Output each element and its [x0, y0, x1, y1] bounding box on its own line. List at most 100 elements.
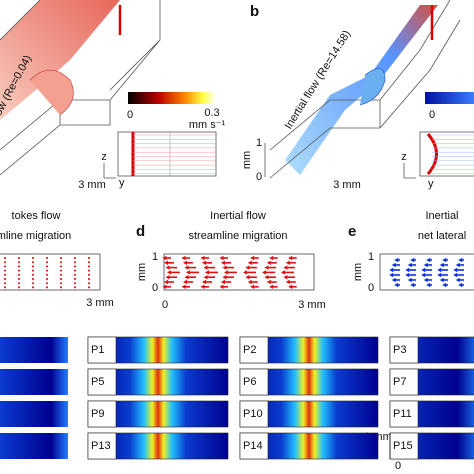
arrow-head	[455, 277, 460, 283]
arrow-head	[200, 284, 205, 289]
arrow-head	[203, 265, 208, 270]
plot-box	[379, 253, 474, 291]
arrow-head	[183, 279, 187, 285]
arrow-head	[426, 257, 431, 263]
label-bg	[389, 400, 419, 428]
position-label: P15	[393, 440, 413, 452]
panel-label: d	[136, 223, 145, 240]
axis-tick: 0	[152, 282, 158, 294]
vector-dot	[32, 265, 34, 268]
vector-dot	[88, 273, 90, 276]
axis-z: z	[401, 151, 407, 163]
vector-dot	[74, 265, 76, 268]
arrow-head	[266, 279, 271, 285]
vector-dot	[60, 278, 62, 280]
vector-dot	[4, 273, 6, 276]
arrow-head	[250, 255, 255, 261]
axis-tick: 0	[256, 171, 262, 183]
vector-dot	[32, 286, 34, 289]
heatmap-strip	[0, 337, 68, 363]
vector-dot	[88, 261, 90, 264]
arrow-head	[202, 279, 206, 285]
vector-dot	[88, 286, 90, 289]
vector-dot	[74, 269, 76, 272]
label-bg	[239, 336, 269, 364]
arrow-head	[407, 262, 412, 268]
arrow-head	[245, 275, 250, 280]
scale-a: 3 mm	[78, 179, 106, 191]
vector-dot	[18, 273, 20, 276]
axis-tick: 1	[152, 251, 158, 263]
arrow-head	[224, 270, 228, 275]
axis-z: z	[101, 151, 107, 163]
arrow-head	[423, 277, 428, 283]
axis-tick: 1	[256, 137, 262, 149]
position-label: P3	[393, 344, 406, 356]
vector-dot	[88, 265, 90, 268]
arrow-head	[269, 255, 274, 261]
arrow-head	[439, 262, 444, 268]
arrow-head	[407, 277, 412, 283]
arrow-head	[221, 279, 225, 285]
colorbar-b	[425, 92, 474, 104]
vector-dot	[46, 278, 48, 280]
arrow-head	[219, 255, 224, 261]
scale-b: 3 mm	[333, 179, 361, 191]
arrow-head	[391, 262, 396, 268]
label-bg	[87, 336, 117, 364]
scale-c: 3 mm	[86, 297, 114, 309]
position-label: P11	[393, 408, 412, 420]
panel-d-title: streamline migration	[188, 230, 287, 242]
arrow-head	[205, 270, 209, 275]
axes-a	[103, 163, 116, 179]
arrow-head	[410, 257, 415, 263]
arrow-head	[221, 260, 225, 265]
position-label: P14	[243, 440, 263, 452]
vector-dot	[4, 282, 6, 285]
arrow-head	[181, 284, 186, 289]
arrow-head	[453, 267, 458, 273]
vector-dot	[60, 282, 62, 285]
x-tick: 3 mm	[298, 299, 326, 311]
arrow-head	[165, 265, 170, 270]
arrow-head	[439, 277, 444, 283]
vector-dot	[4, 286, 6, 289]
vector-dot	[18, 269, 20, 272]
label-bg	[239, 432, 269, 460]
arrow-head	[389, 272, 394, 278]
plot-box	[0, 253, 101, 291]
colorbar-unit: mm s⁻¹	[189, 119, 226, 131]
vector-dot	[4, 269, 6, 272]
position-label: P13	[91, 440, 111, 452]
arrow-head	[266, 260, 271, 265]
label-bg	[239, 400, 269, 428]
vector-dot	[4, 261, 6, 264]
arrow-head	[243, 270, 247, 275]
label-bg	[389, 336, 419, 364]
vector-dot	[46, 265, 48, 268]
vector-dot	[18, 282, 20, 285]
vector-dot	[32, 282, 34, 285]
colorbar-a	[128, 92, 216, 104]
arrow-head	[391, 277, 396, 283]
arrow-head	[247, 279, 252, 285]
arrow-head	[262, 270, 266, 275]
vector-dot	[46, 286, 48, 289]
axis-y: y	[119, 177, 125, 189]
colorbar-min: 0	[429, 109, 435, 121]
arrow-head	[421, 267, 426, 273]
arrow-head	[222, 265, 227, 270]
arrow-head	[288, 284, 293, 289]
arrow-head	[389, 267, 394, 273]
inset-b	[419, 131, 474, 177]
panel-e-title: net lateral	[418, 230, 466, 242]
arrow-head	[200, 255, 205, 261]
axis-label: mm	[352, 263, 364, 281]
vector-dot	[46, 257, 48, 259]
vector-dot	[74, 282, 76, 285]
vector-dot	[32, 273, 34, 276]
arrow-head	[167, 270, 171, 275]
arrow-head	[184, 265, 189, 270]
arrow-head	[410, 282, 415, 288]
vector-dot	[46, 273, 48, 276]
